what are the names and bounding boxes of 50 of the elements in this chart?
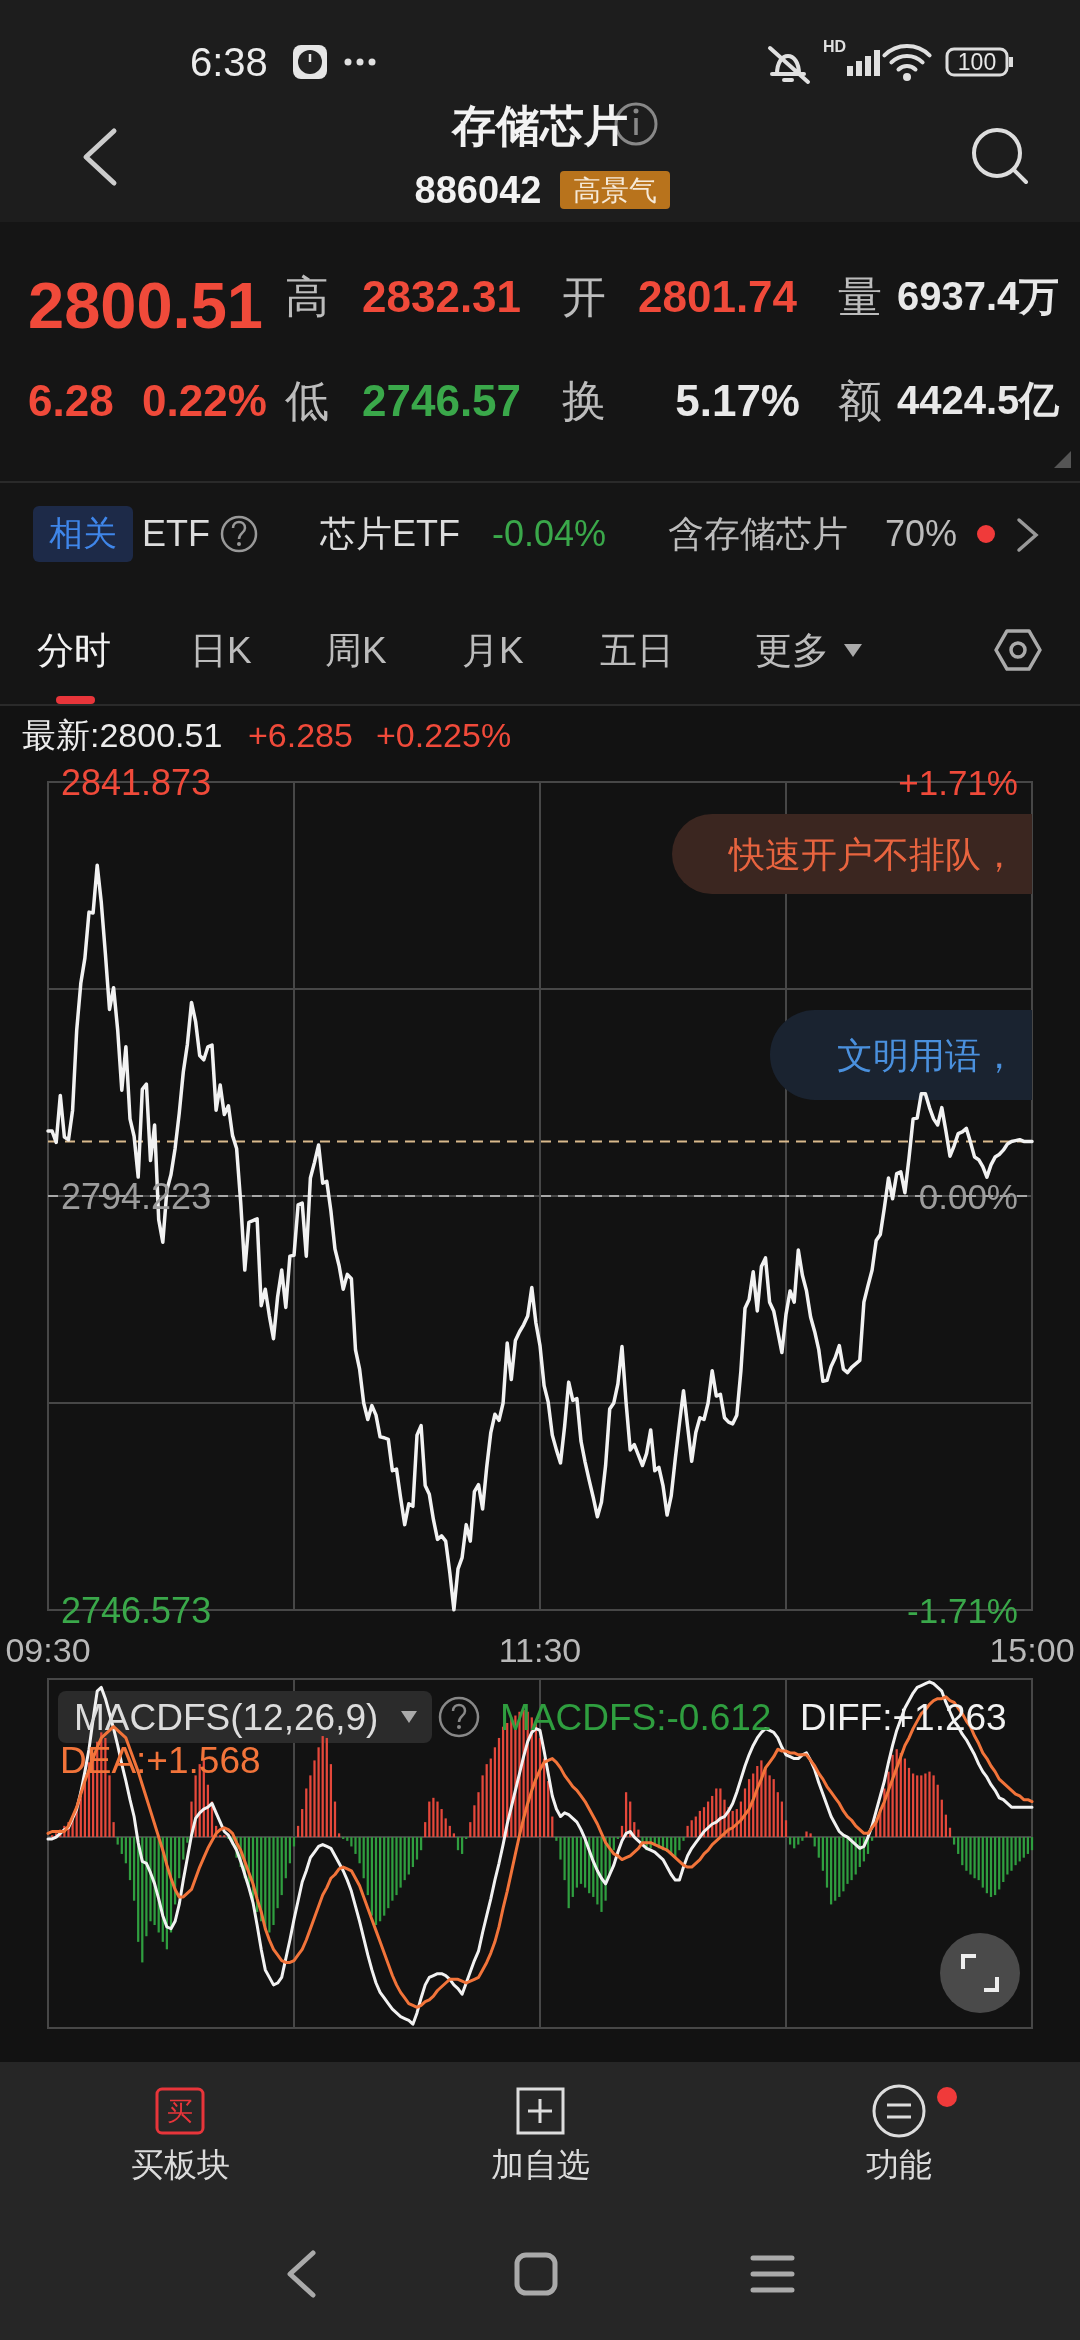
text: 886042 <box>414 169 542 211</box>
text: 2832.31 <box>362 271 522 321</box>
text: -0.04% <box>492 512 607 554</box>
text: 2746.57 <box>362 375 522 425</box>
text: 低 <box>285 375 329 425</box>
text: 5.17% <box>675 375 800 425</box>
text: 功能 <box>866 2145 932 2183</box>
text: 买 <box>167 2096 193 2126</box>
x-tick-label: 15:00 <box>989 1631 1075 1669</box>
text: HD <box>823 37 847 55</box>
text: +6.285 <box>248 716 353 754</box>
text: 月K <box>462 629 524 671</box>
text: 五日 <box>600 629 674 671</box>
text: 含存储芯片 <box>668 512 848 554</box>
text: 周K <box>325 629 387 671</box>
x-tick-label: 11:30 <box>498 1631 582 1669</box>
text: 相关 <box>49 514 117 552</box>
text: 100 <box>957 49 997 75</box>
text: 最新:2800.51 <box>22 716 223 754</box>
text: 更多 <box>755 629 829 671</box>
annotation: 快速开户不排队， <box>727 833 1017 875</box>
y-tick-label: 2746.573 <box>61 1589 212 1631</box>
text: 6:38 <box>190 40 268 84</box>
x-tick-label: 09:30 <box>5 1631 91 1669</box>
annotation: 文明用语， <box>837 1034 1017 1076</box>
text: 高景气 <box>573 174 657 206</box>
y2-tick-label: -1.71% <box>907 1590 1018 1630</box>
y2-tick-label: 0.00% <box>918 1176 1018 1216</box>
text: 量 <box>838 271 882 321</box>
y-tick-label: 2841.873 <box>61 761 212 803</box>
y2-tick-label: +1.71% <box>898 762 1018 802</box>
text: 日K <box>190 629 252 671</box>
text: 6937.4万 <box>897 274 1060 318</box>
text: 额 <box>838 375 882 425</box>
text: 4424.5亿 <box>897 378 1061 422</box>
text: 开 <box>562 271 606 321</box>
text: 买板块 <box>130 2145 230 2183</box>
text: +0.225% <box>376 716 512 754</box>
text: 高 <box>285 271 329 321</box>
text: 分时 <box>37 629 111 671</box>
text: ETF <box>142 512 210 554</box>
text: 换 <box>562 375 606 425</box>
text: 2801.74 <box>638 271 798 321</box>
text: 6.28 <box>28 375 114 425</box>
text: 2800.51 <box>28 268 263 342</box>
text: 芯片ETF <box>319 512 460 554</box>
text: 70% <box>885 512 958 554</box>
text: 加自选 <box>490 2145 590 2183</box>
text: 存储芯片 <box>451 100 628 150</box>
text: 0.22% <box>142 375 267 425</box>
